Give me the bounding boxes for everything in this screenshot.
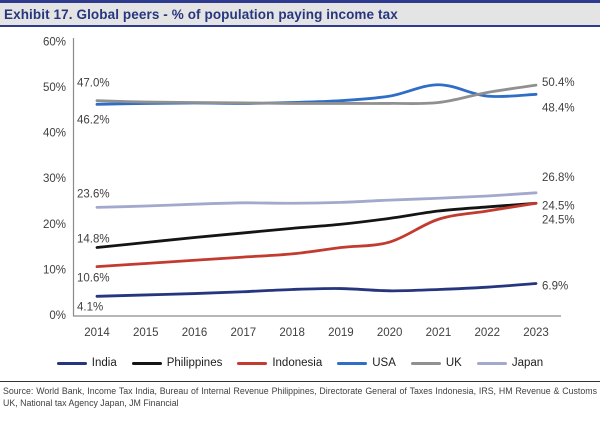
legend-swatch-japan	[476, 361, 507, 365]
legend-item-indonesia: Indonesia	[237, 357, 322, 369]
series-line-uk	[95, 83, 538, 105]
y-tick-50pct: 50%	[43, 82, 66, 94]
start-label-indonesia: 10.6%	[77, 273, 110, 285]
start-label-uk: 47.0%	[77, 78, 110, 90]
exhibit-title: Exhibit 17. Global peers - % of populati…	[4, 6, 398, 22]
legend-item-japan: Japan	[476, 357, 544, 369]
chart-canvas: 60% 50% 40% 30% 20% 10% 0% 2014 2015 2016 2017 2018…	[43, 36, 575, 339]
legend-label-japan: Japan	[511, 357, 544, 369]
y-tick-20pct: 20%	[43, 219, 66, 231]
end-label-philippines: 24.5%	[542, 200, 575, 212]
legend-item-india: India	[56, 357, 117, 369]
x-tick-2020: 2020	[377, 327, 403, 339]
source-note: Source: World Bank, Income Tax India, Bu…	[3, 386, 597, 408]
x-tick-2015: 2015	[133, 327, 159, 339]
series-line-japan	[95, 191, 538, 209]
y-tick-60pct: 60%	[43, 36, 66, 48]
end-label-usa: 48.4%	[542, 102, 575, 114]
exhibit-header: Exhibit 17. Global peers - % of populati…	[0, 0, 600, 27]
legend-label-uk: UK	[445, 357, 462, 369]
series-line-indonesia	[95, 201, 538, 269]
legend-label-usa: USA	[372, 357, 396, 369]
legend-item-philippines: Philippines	[131, 357, 223, 369]
start-label-usa: 46.2%	[77, 114, 110, 126]
y-tick-10pct: 10%	[43, 264, 66, 276]
end-label-japan: 26.8%	[542, 172, 575, 184]
legend-label-india: India	[91, 357, 117, 369]
x-tick-2014: 2014	[84, 327, 110, 339]
x-tick-2023: 2023	[523, 327, 549, 339]
start-label-japan: 23.6%	[77, 188, 110, 200]
x-tick-2017: 2017	[231, 327, 257, 339]
series-line-philippines	[95, 201, 538, 249]
x-tick-2022: 2022	[474, 327, 500, 339]
legend-label-philippines: Philippines	[166, 357, 223, 369]
legend-label-indonesia: Indonesia	[272, 357, 323, 369]
end-label-india: 6.9%	[542, 281, 568, 293]
legend-swatch-uk	[410, 361, 441, 365]
legend-swatch-usa	[337, 361, 368, 365]
legend-swatch-philippines	[131, 361, 162, 365]
series-line-india	[95, 282, 538, 298]
x-tick-2018: 2018	[279, 327, 305, 339]
y-tick-40pct: 40%	[43, 128, 66, 140]
start-label-india: 4.1%	[77, 301, 103, 313]
legend-swatch-india	[56, 361, 87, 365]
end-label-uk: 50.4%	[542, 77, 575, 89]
legend-swatch-indonesia	[237, 361, 268, 365]
x-tick-2021: 2021	[426, 327, 452, 339]
x-tick-2016: 2016	[182, 327, 208, 339]
x-tick-2019: 2019	[328, 327, 354, 339]
start-label-philippines: 14.8%	[77, 234, 110, 246]
legend-item-uk: UK	[410, 357, 462, 369]
y-tick-30pct: 30%	[43, 173, 66, 185]
y-tick-0pct: 0%	[49, 310, 66, 322]
legend-item-usa: USA	[337, 357, 396, 369]
chart-legend: India Philippines Indonesia USA UK Japan	[0, 353, 600, 373]
end-label-indonesia: 24.5%	[542, 214, 575, 226]
footer: Source: World Bank, Income Tax India, Bu…	[0, 381, 600, 409]
